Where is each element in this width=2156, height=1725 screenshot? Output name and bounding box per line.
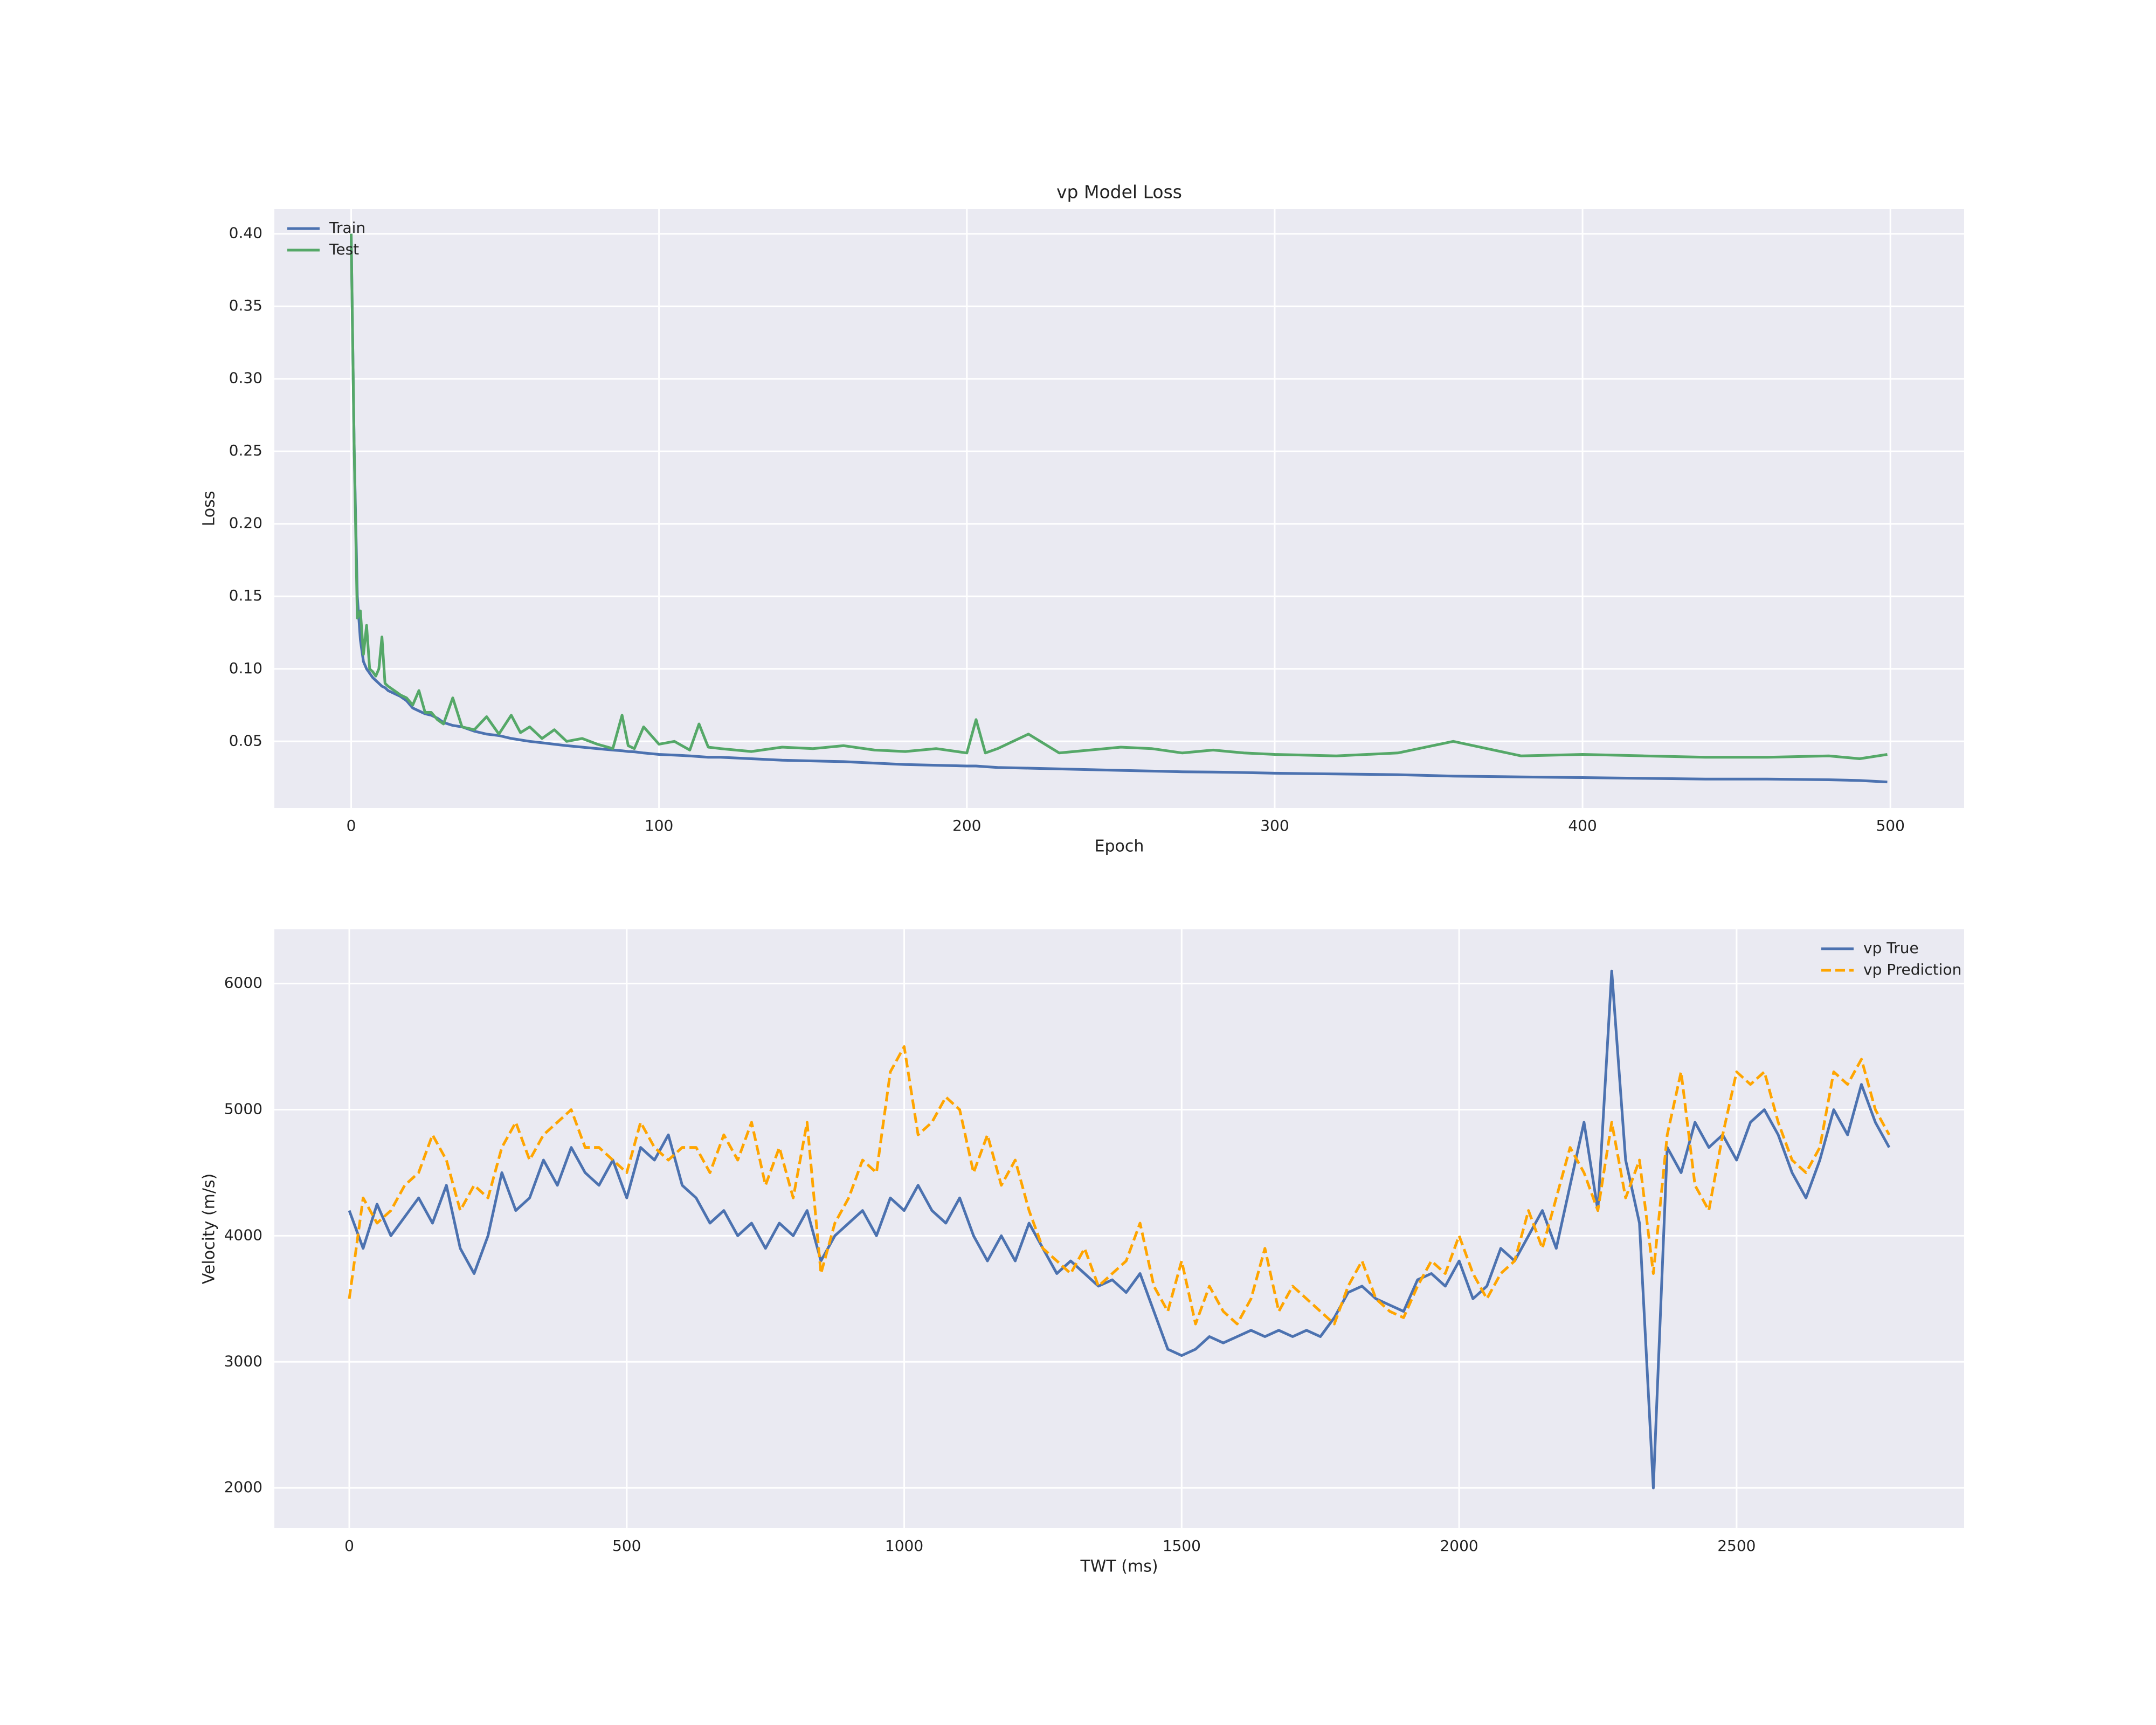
x-tick-label: 0 [344,1537,354,1555]
series-line [348,1045,1891,1326]
y-tick-label: 0.35 [229,296,262,314]
y-tick-label: 0.30 [229,369,262,387]
y-tick-label: 5000 [224,1100,262,1117]
x-tick-label: 2500 [1717,1537,1756,1555]
plot-area [274,209,1964,808]
x-tick-label: 200 [952,817,981,834]
x-tick-label: 500 [612,1537,641,1555]
x-tick-label: 300 [1260,817,1289,834]
series-line [350,233,1888,784]
y-tick-label: 4000 [224,1226,262,1244]
x-tick-label: 0 [347,817,356,834]
x-tick-label: 400 [1568,817,1597,834]
legend-label: Train [329,219,365,237]
y-tick-label: 0.05 [229,732,262,749]
y-tick-label: 0.25 [229,441,262,459]
x-tick-label: 1500 [1163,1537,1201,1555]
series-line [350,233,1888,760]
x-tick-label: 1000 [885,1537,923,1555]
y-tick-label: 3000 [224,1352,262,1370]
legend-label: vp True [1863,939,1919,957]
series-line [348,969,1891,1489]
y-tick-label: 6000 [224,974,262,992]
legend-label: vp Prediction [1863,961,1961,978]
legend-label: Test [329,240,359,258]
y-tick-label: 2000 [224,1478,262,1496]
plot-area [274,929,1964,1528]
x-tick-label: 500 [1876,817,1904,834]
y-tick-label: 0.20 [229,514,262,532]
y-axis-label: Loss [200,491,219,527]
x-axis-label: Epoch [1095,837,1144,856]
x-tick-label: 100 [645,817,673,834]
x-axis-label: TWT (ms) [1080,1557,1158,1576]
y-tick-label: 0.15 [229,586,262,604]
y-tick-label: 0.10 [229,659,262,677]
chart-title: vp Model Loss [1056,182,1182,203]
y-axis-label: Velocity (m/s) [200,1174,219,1285]
y-tick-label: 0.40 [229,224,262,242]
x-tick-label: 2000 [1440,1537,1478,1555]
